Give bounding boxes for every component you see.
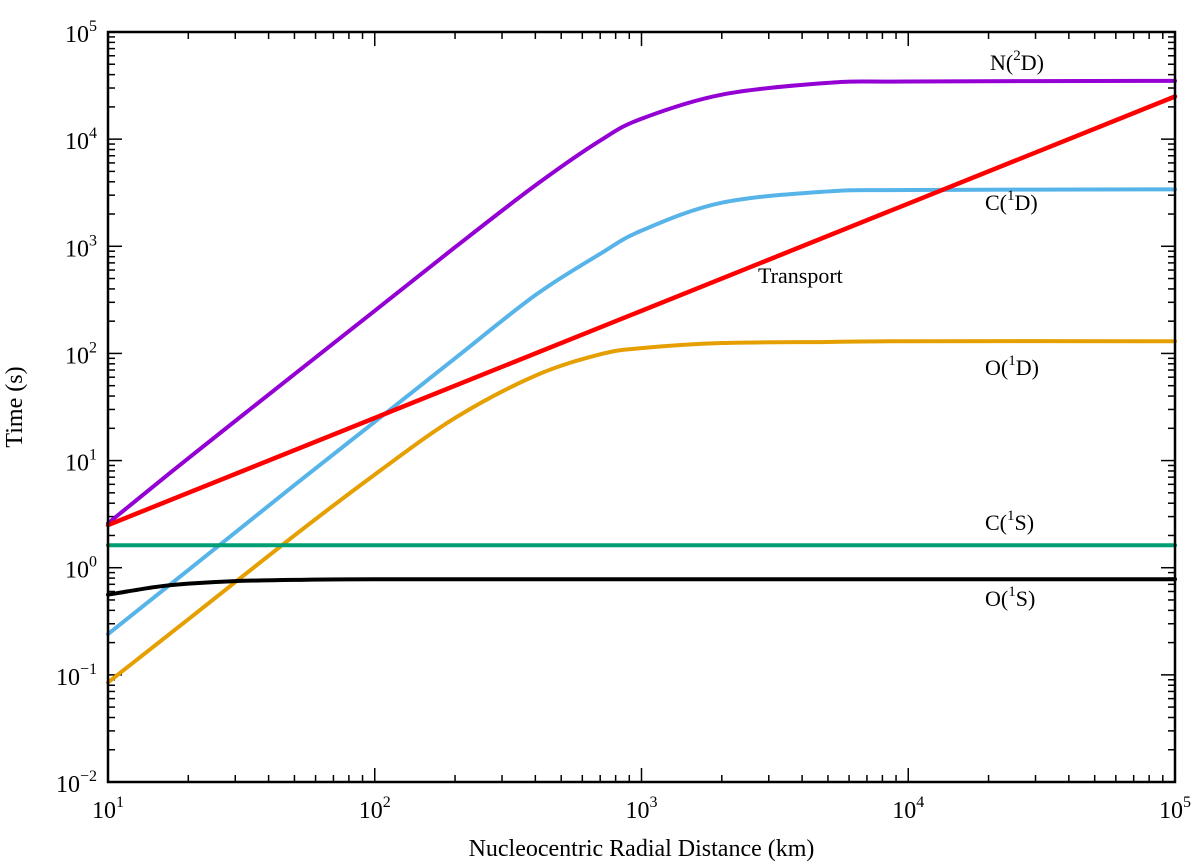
- x-tick-label-exponent: 2: [383, 794, 391, 811]
- plot-frame: [106, 30, 1177, 784]
- y-tick-label: 102: [65, 339, 97, 369]
- y-tick-label: 100: [65, 554, 97, 584]
- series-label-superscript: 1: [1007, 508, 1015, 524]
- series-label-suffix: D): [1021, 50, 1044, 75]
- y-tick-label: 103: [65, 232, 97, 262]
- x-tick-label: 102: [359, 794, 391, 824]
- y-tick-label-exponent: 3: [89, 232, 97, 249]
- series-label-superscript: 1: [1008, 353, 1016, 369]
- series-label-suffix: S): [1016, 586, 1036, 611]
- x-tick-label: 103: [626, 794, 658, 824]
- series-line-o-1d: [106, 339, 1177, 685]
- x-tick-label: 105: [1159, 794, 1191, 824]
- x-axis-title: Nucleocentric Radial Distance (km): [469, 836, 815, 862]
- series-label-o-1s: O(1S): [985, 584, 1035, 611]
- y-tick-label-base: 10: [65, 343, 89, 369]
- series-line-n-2d: [106, 78, 1177, 526]
- x-tick-label: 104: [892, 794, 924, 824]
- x-tick-label-base: 10: [626, 798, 650, 824]
- y-tick-label-base: 10: [65, 236, 89, 262]
- y-tick-label-base: 10: [65, 558, 89, 584]
- y-tick-label-exponent: 1: [89, 447, 97, 464]
- series-label-c-1d: C(1D): [985, 188, 1038, 215]
- y-tick-label-base: 10: [65, 451, 89, 477]
- series-label-suffix: D): [1016, 355, 1039, 380]
- series-label-o-1d: O(1D): [985, 353, 1039, 380]
- series-line-c-1d: [106, 187, 1177, 637]
- series-label-prefix: O(: [985, 586, 1008, 611]
- x-tick-label-exponent: 3: [650, 794, 658, 811]
- y-tick-label-exponent: 2: [89, 339, 97, 356]
- x-tick-label-base: 10: [1159, 798, 1183, 824]
- series-lines: [105, 78, 1178, 685]
- x-tick-label-base: 10: [892, 798, 916, 824]
- y-tick-label-base: 10: [65, 129, 89, 155]
- y-tick-label-exponent: −1: [80, 661, 97, 678]
- x-tick-label-exponent: 1: [116, 794, 124, 811]
- series-label-prefix: C(: [985, 510, 1007, 535]
- series-label-c-1s: C(1S): [985, 508, 1034, 535]
- series-label-n-2d: N(2D): [990, 48, 1044, 75]
- x-tick-label: 101: [92, 794, 124, 824]
- series-label-prefix: O(: [985, 355, 1008, 380]
- y-tick-label: 104: [65, 125, 97, 155]
- series-label-superscript: 2: [1013, 48, 1021, 64]
- x-tick-label-base: 10: [359, 798, 383, 824]
- x-tick-label-base: 10: [92, 798, 116, 824]
- y-tick-label: 10−1: [56, 661, 97, 691]
- y-tick-label-exponent: 0: [89, 554, 97, 571]
- y-tick-label-exponent: 4: [89, 125, 97, 142]
- y-tick-label: 10−2: [56, 768, 97, 798]
- series-label-suffix: D): [1015, 190, 1038, 215]
- series-line-o-1s: [106, 577, 1177, 597]
- series-label-suffix: S): [1015, 510, 1035, 535]
- series-label-prefix: N(: [990, 50, 1013, 75]
- series-label-prefix: C(: [985, 190, 1007, 215]
- series-line-transport: [105, 94, 1178, 528]
- x-tick-label-exponent: 5: [1183, 794, 1191, 811]
- y-tick-label-exponent: −2: [80, 768, 97, 785]
- series-label-prefix: Transport: [758, 263, 843, 288]
- y-tick-label-base: 10: [65, 22, 89, 48]
- y-tick-label-base: 10: [56, 665, 80, 691]
- series-label-superscript: 1: [1008, 584, 1016, 600]
- y-axis-title: Time (s): [2, 366, 28, 447]
- tick-marks: [107, 31, 1176, 783]
- series-label-transport: Transport: [758, 263, 843, 288]
- y-tick-label-exponent: 5: [89, 18, 97, 35]
- y-tick-label: 105: [65, 18, 97, 48]
- y-tick-label-base: 10: [56, 772, 80, 798]
- tick-labels: 101 102 103 104 10510−210−110010110210310410…: [56, 18, 1191, 824]
- y-tick-label: 101: [65, 447, 97, 477]
- series-label-superscript: 1: [1007, 188, 1015, 204]
- x-tick-label-exponent: 4: [916, 794, 924, 811]
